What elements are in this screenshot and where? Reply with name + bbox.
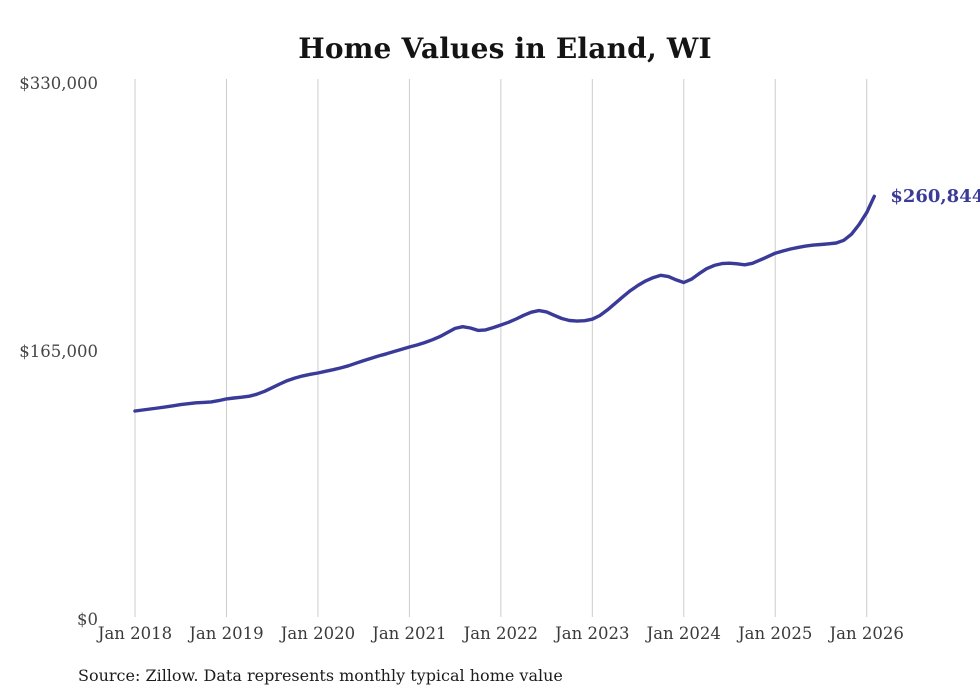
source-note: Source: Zillow. Data represents monthly … (78, 666, 563, 685)
x-tick-label: Jan 2022 (463, 624, 538, 643)
y-axis-label-0: $0 (77, 610, 98, 629)
home-value-line (133, 194, 876, 413)
chart-title: Home Values in Eland, WI (298, 32, 712, 65)
x-tick-label: Jan 2026 (829, 624, 904, 643)
x-tick-label: Jan 2023 (555, 624, 630, 643)
x-tick-label: Jan 2018 (97, 624, 173, 643)
x-tick-label: Jan 2020 (280, 624, 356, 643)
y-axis-label-330000: $330,000 (19, 74, 98, 93)
x-tick-label: Jan 2025 (738, 624, 813, 643)
x-tick-label: Jan 2019 (189, 624, 264, 643)
y-axis-label-165000: $165,000 (19, 342, 98, 361)
x-tick-label: Jan 2024 (646, 624, 721, 643)
x-tick-label: Jan 2021 (372, 624, 447, 643)
latest-value-label: $260,844 (890, 186, 980, 208)
